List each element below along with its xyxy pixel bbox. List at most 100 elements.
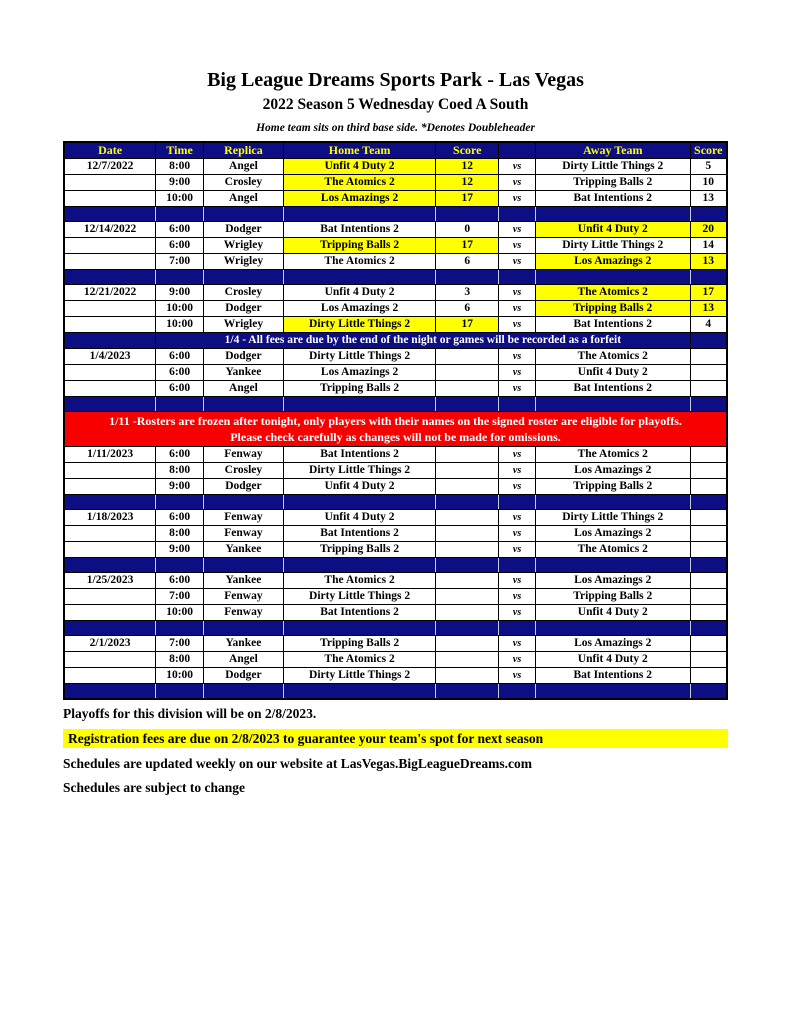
game-row: 7:00 Wrigley The Atomics 2 6 vs Los Amazings …	[63, 253, 728, 270]
date-cell	[63, 253, 157, 270]
date-cell	[63, 190, 157, 207]
date-cell: 2/1/2023	[63, 635, 157, 652]
separator-row	[63, 683, 728, 699]
away-team-cell: The Atomics 2	[534, 284, 691, 301]
time-cell: 8:00	[155, 651, 205, 668]
separator-cell	[203, 269, 284, 285]
date-cell: 12/21/2022	[63, 284, 157, 301]
date-cell	[63, 364, 157, 381]
away-score-cell: 5	[689, 158, 728, 175]
replica-cell: Angel	[203, 651, 284, 668]
separator-cell	[689, 620, 728, 636]
separator-cell	[63, 494, 157, 510]
separator-cell	[63, 620, 157, 636]
away-team-cell: The Atomics 2	[534, 446, 691, 463]
away-team-cell: Unfit 4 Duty 2	[534, 364, 691, 381]
vs-label: vs	[498, 541, 536, 558]
column-header-vs	[498, 141, 536, 159]
separator-cell	[282, 557, 437, 573]
home-team-cell: Tripping Balls 2	[282, 635, 437, 652]
home-team-cell: Tripping Balls 2	[282, 380, 437, 397]
game-row: 12/14/2022 6:00 Dodger Bat Intentions 2 0 vs U…	[63, 221, 728, 238]
home-team-cell: Unfit 4 Duty 2	[282, 509, 437, 526]
column-header-date: Date	[63, 141, 157, 159]
separator-cell	[155, 396, 205, 412]
game-row: 6:00 Yankee Los Amazings 2 vs Unfit 4 Duty 2	[63, 364, 728, 381]
away-score-cell: 20	[689, 221, 728, 238]
away-score-cell	[689, 380, 728, 397]
time-cell: 9:00	[155, 284, 205, 301]
away-score-cell	[689, 525, 728, 542]
separator-cell	[534, 494, 691, 510]
separator-cell	[534, 620, 691, 636]
column-header-replica: Replica	[203, 141, 284, 159]
home-score-cell	[435, 446, 500, 463]
roster-banner-row: 1/11 -Rosters are frozen after tonight, …	[63, 411, 728, 447]
date-cell: 1/4/2023	[63, 348, 157, 365]
separator-cell	[203, 206, 284, 222]
date-cell: 1/25/2023	[63, 572, 157, 589]
date-cell	[63, 380, 157, 397]
date-cell	[63, 316, 157, 333]
game-row: 1/11/2023 6:00 Fenway Bat Intentions 2 vs The…	[63, 446, 728, 463]
away-score-cell: 14	[689, 237, 728, 254]
away-team-cell: Los Amazings 2	[534, 525, 691, 542]
away-score-cell	[689, 635, 728, 652]
away-team-cell: Los Amazings 2	[534, 572, 691, 589]
replica-cell: Dodger	[203, 300, 284, 317]
column-header-away-team: Away Team	[534, 141, 691, 159]
replica-cell: Yankee	[203, 635, 284, 652]
vs-label: vs	[498, 572, 536, 589]
replica-cell: Fenway	[203, 588, 284, 605]
date-cell	[63, 462, 157, 479]
vs-label: vs	[498, 604, 536, 621]
game-row: 7:00 Fenway Dirty Little Things 2 vs Trippin…	[63, 588, 728, 605]
game-row: 10:00 Wrigley Dirty Little Things 2 17 vs Bat…	[63, 316, 728, 333]
time-cell: 6:00	[155, 237, 205, 254]
away-team-cell: The Atomics 2	[534, 541, 691, 558]
separator-cell	[435, 396, 500, 412]
game-row: 12/7/2022 8:00 Angel Unfit 4 Duty 2 12 vs Dirt…	[63, 158, 728, 175]
column-header-away-score: Score	[689, 141, 728, 159]
game-row: 8:00 Angel The Atomics 2 vs Unfit 4 Duty 2	[63, 651, 728, 668]
separator-cell	[689, 396, 728, 412]
home-team-cell: Unfit 4 Duty 2	[282, 478, 437, 495]
time-cell: 7:00	[155, 253, 205, 270]
date-cell	[63, 525, 157, 542]
home-score-cell: 12	[435, 158, 500, 175]
separator-row	[63, 396, 728, 412]
away-score-cell	[689, 588, 728, 605]
schedule-table: Date Time Replica Home Team Score Away T…	[63, 141, 728, 700]
game-row: 8:00 Crosley Dirty Little Things 2 vs Los Am…	[63, 462, 728, 479]
separator-cell	[689, 557, 728, 573]
vs-label: vs	[498, 316, 536, 333]
roster-banner-line1: 1/11 -Rosters are frozen after tonight, …	[109, 414, 682, 428]
game-row: 6:00 Angel Tripping Balls 2 vs Bat Intention…	[63, 380, 728, 397]
away-score-cell	[689, 348, 728, 365]
away-team-cell: Los Amazings 2	[534, 253, 691, 270]
home-team-cell: Unfit 4 Duty 2	[282, 158, 437, 175]
replica-cell: Fenway	[203, 446, 284, 463]
replica-cell: Crosley	[203, 462, 284, 479]
home-team-cell: Bat Intentions 2	[282, 446, 437, 463]
home-score-cell: 17	[435, 237, 500, 254]
roster-banner-cell: 1/11 -Rosters are frozen after tonight, …	[63, 411, 728, 447]
time-cell: 10:00	[155, 667, 205, 684]
game-row: 1/4/2023 6:00 Dodger Dirty Little Things 2 v…	[63, 348, 728, 365]
separator-cell	[498, 396, 536, 412]
date-cell	[63, 541, 157, 558]
separator-cell	[155, 557, 205, 573]
home-team-cell: The Atomics 2	[282, 572, 437, 589]
game-row: 8:00 Fenway Bat Intentions 2 vs Los Amazings…	[63, 525, 728, 542]
replica-cell: Angel	[203, 380, 284, 397]
home-score-cell	[435, 348, 500, 365]
away-score-cell	[689, 509, 728, 526]
column-header-home-team: Home Team	[282, 141, 437, 159]
separator-cell	[689, 683, 728, 699]
vs-label: vs	[498, 237, 536, 254]
vs-label: vs	[498, 635, 536, 652]
away-team-cell: Bat Intentions 2	[534, 667, 691, 684]
vs-label: vs	[498, 221, 536, 238]
away-team-cell: Los Amazings 2	[534, 635, 691, 652]
game-row: 10:00 Dodger Los Amazings 2 6 vs Tripping Bal…	[63, 300, 728, 317]
